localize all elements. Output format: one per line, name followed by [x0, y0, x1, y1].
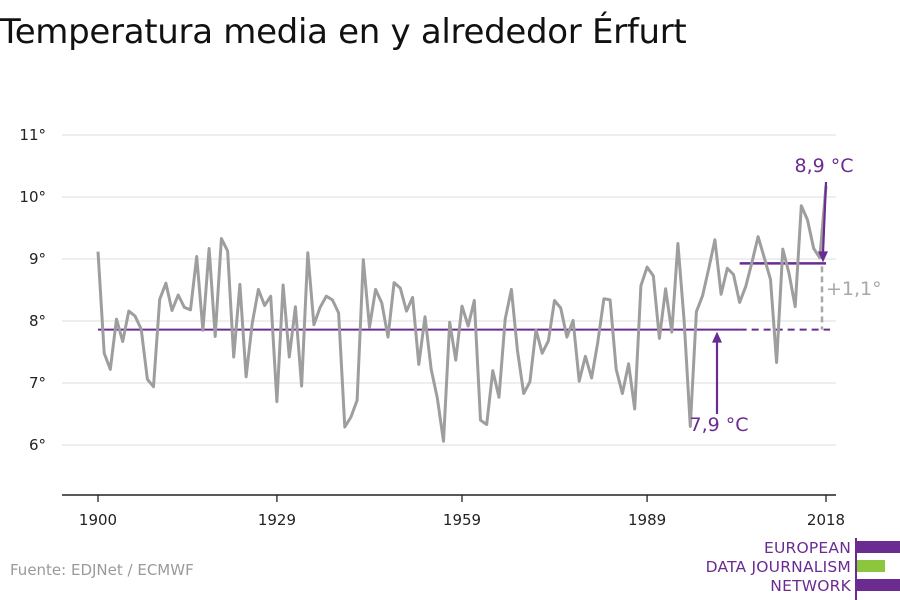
- logo-line-1: EUROPEAN: [763, 539, 851, 557]
- annotations: +1,1° 7,9 °C 8,9 °C: [689, 155, 881, 436]
- edjnet-logo: EUROPEAN DATA JOURNALISM NETWORK: [700, 538, 900, 600]
- y-tick-label: 11°: [19, 126, 46, 144]
- y-tick-label: 7°: [29, 374, 46, 392]
- x-tick-label: 1929: [258, 511, 296, 529]
- arrow-baseline-head: [712, 331, 722, 343]
- series-line-temperature: [96, 185, 828, 443]
- logo-bar-middle: [857, 560, 885, 572]
- logo-line-2: DATA JOURNALISM: [705, 558, 851, 576]
- y-tick-label: 6°: [29, 436, 46, 454]
- x-tick-label: 1959: [443, 511, 481, 529]
- y-tick-label: 10°: [19, 188, 46, 206]
- y-tick-label: 8°: [29, 312, 46, 330]
- delta-label: +1,1°: [826, 278, 882, 300]
- logo-line-3: NETWORK: [770, 577, 851, 595]
- logo-bar-top: [857, 541, 900, 553]
- x-tick-label: 2018: [807, 511, 845, 529]
- x-tick-label: 1989: [628, 511, 666, 529]
- logo-bar-bottom: [857, 579, 900, 591]
- y-tick-label: 9°: [29, 250, 46, 268]
- x-tick-label: 1900: [79, 511, 117, 529]
- source-note: Fuente: EDJNet / ECMWF: [10, 561, 194, 579]
- logo-divider: [855, 538, 857, 600]
- arrow-recent-head: [818, 251, 828, 263]
- x-axis-ticks: 1900 1929 1959 1989 2018: [79, 495, 845, 529]
- y-axis-ticks: 6° 7° 8° 9° 10° 11°: [19, 126, 46, 454]
- arrow-recent-shaft: [821, 181, 828, 254]
- label-recent: 8,9 °C: [794, 155, 853, 177]
- label-baseline: 7,9 °C: [689, 414, 748, 436]
- chart-title: Temperatura media en y alrededor Érfurt: [0, 12, 687, 52]
